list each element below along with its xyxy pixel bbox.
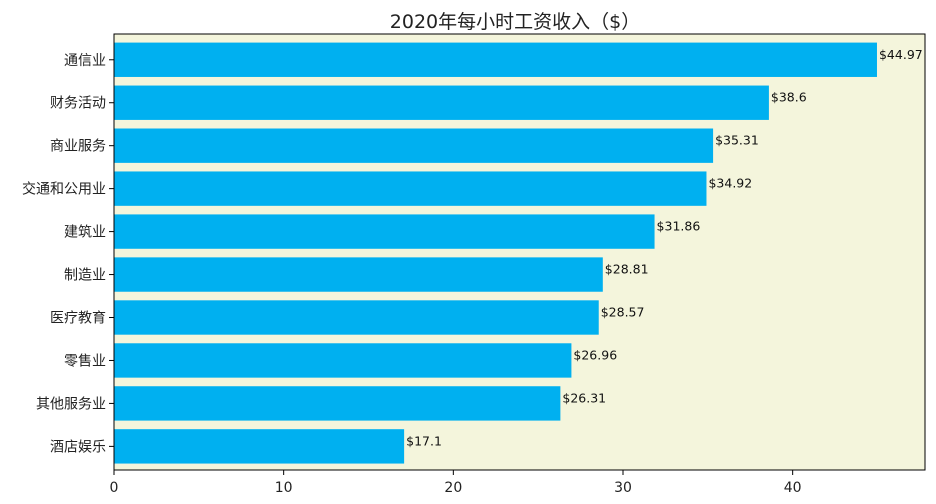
data-label-1: $38.6 xyxy=(771,90,807,105)
x-tick-label-3: 30 xyxy=(614,480,632,496)
category-label-9: 酒店娱乐 xyxy=(50,439,106,455)
category-label-7: 零售业 xyxy=(64,353,106,369)
data-label-2: $35.31 xyxy=(715,133,759,148)
data-label-9: $17.1 xyxy=(406,433,442,448)
data-label-7: $26.96 xyxy=(573,347,617,362)
category-label-4: 建筑业 xyxy=(64,225,106,241)
bar-4 xyxy=(114,214,655,249)
category-label-5: 制造业 xyxy=(64,268,106,284)
x-tick-label-4: 40 xyxy=(784,480,802,496)
x-tick-label-1: 10 xyxy=(275,480,293,496)
category-label-8: 其他服务业 xyxy=(36,396,106,412)
data-label-6: $28.57 xyxy=(601,305,645,320)
data-label-8: $26.31 xyxy=(562,390,606,405)
category-label-6: 医疗教育 xyxy=(50,311,106,327)
bar-6 xyxy=(114,300,599,335)
bar-2 xyxy=(114,128,714,163)
category-label-0: 通信业 xyxy=(64,53,106,69)
bar-9 xyxy=(114,429,405,464)
bars-group xyxy=(114,42,877,464)
x-axis: 0 10 20 30 40 xyxy=(110,470,802,496)
bar-8 xyxy=(114,386,561,421)
plot-area xyxy=(113,33,926,471)
chart-title: 2020年每小时工资收入（$） xyxy=(390,11,640,33)
bar-5 xyxy=(114,257,603,292)
data-label-4: $31.86 xyxy=(657,219,701,234)
data-label-3: $34.92 xyxy=(708,176,752,191)
category-label-1: 财务活动 xyxy=(50,96,106,112)
bar-3 xyxy=(114,171,707,206)
x-tick-label-2: 20 xyxy=(444,480,462,496)
data-label-5: $28.81 xyxy=(605,262,649,277)
data-label-0: $44.97 xyxy=(879,47,923,62)
x-tick-label-0: 0 xyxy=(110,480,119,496)
category-label-2: 商业服务 xyxy=(50,139,106,155)
data-labels: $44.97 $38.6 $35.31 $34.92 $31.86 $28.81 $28.5… xyxy=(406,47,923,449)
category-label-3: 交通和公用业 xyxy=(22,181,106,198)
bar-0 xyxy=(114,42,877,77)
bar-1 xyxy=(114,85,769,120)
bar-7 xyxy=(114,343,572,378)
